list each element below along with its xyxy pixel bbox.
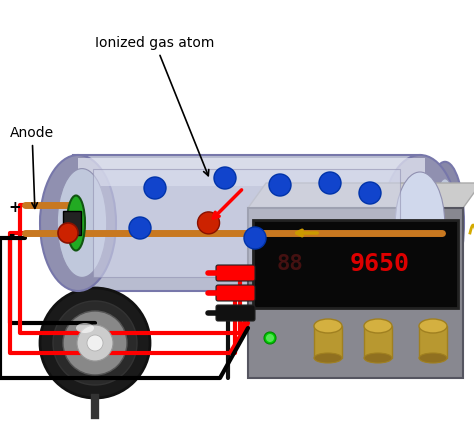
Circle shape bbox=[198, 212, 219, 234]
Circle shape bbox=[129, 217, 151, 239]
Ellipse shape bbox=[314, 319, 342, 333]
Circle shape bbox=[144, 177, 166, 199]
Bar bbox=[78, 158, 425, 186]
Text: 88: 88 bbox=[276, 254, 303, 274]
FancyBboxPatch shape bbox=[216, 305, 255, 321]
Circle shape bbox=[87, 335, 103, 351]
Text: 9650: 9650 bbox=[350, 252, 410, 276]
Ellipse shape bbox=[57, 168, 107, 278]
Ellipse shape bbox=[314, 353, 342, 363]
Bar bbox=[93, 168, 400, 278]
Circle shape bbox=[63, 311, 127, 375]
Circle shape bbox=[319, 172, 341, 194]
Circle shape bbox=[40, 288, 150, 398]
Text: Anode: Anode bbox=[10, 126, 54, 208]
Ellipse shape bbox=[419, 319, 447, 333]
Circle shape bbox=[359, 182, 381, 204]
Ellipse shape bbox=[67, 196, 85, 251]
Circle shape bbox=[244, 227, 266, 249]
Bar bbox=[364, 326, 392, 358]
Ellipse shape bbox=[395, 172, 445, 274]
Circle shape bbox=[214, 167, 236, 189]
Ellipse shape bbox=[434, 179, 456, 267]
Ellipse shape bbox=[40, 155, 116, 291]
Polygon shape bbox=[248, 183, 474, 208]
Text: Ionized gas atom: Ionized gas atom bbox=[95, 36, 215, 176]
Circle shape bbox=[58, 223, 78, 243]
Bar bbox=[314, 326, 342, 358]
Ellipse shape bbox=[76, 323, 94, 333]
FancyBboxPatch shape bbox=[216, 265, 255, 281]
Bar bbox=[419, 326, 447, 358]
Bar bbox=[248, 208, 463, 378]
Circle shape bbox=[269, 174, 291, 196]
Circle shape bbox=[77, 325, 113, 361]
Bar bbox=[63, 211, 81, 235]
Circle shape bbox=[264, 332, 276, 344]
Ellipse shape bbox=[364, 319, 392, 333]
Ellipse shape bbox=[426, 162, 464, 284]
Ellipse shape bbox=[419, 353, 447, 363]
Ellipse shape bbox=[364, 353, 392, 363]
Bar bbox=[73, 155, 420, 291]
Bar bbox=[253, 220, 458, 308]
Circle shape bbox=[266, 334, 274, 342]
Ellipse shape bbox=[382, 155, 458, 291]
FancyBboxPatch shape bbox=[216, 285, 255, 301]
Text: -: - bbox=[8, 227, 14, 242]
Circle shape bbox=[53, 301, 137, 385]
Text: +: + bbox=[8, 200, 21, 214]
Text: Ionizing radiation: Ionizing radiation bbox=[0, 432, 1, 433]
